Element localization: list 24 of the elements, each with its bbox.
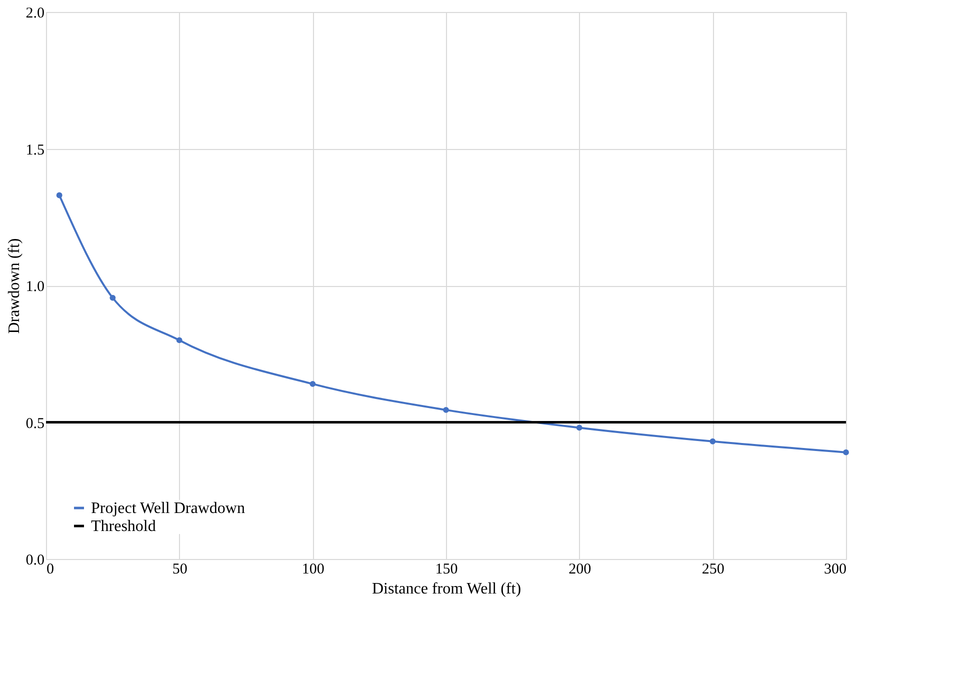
- legend-label: Project Well Drawdown: [91, 500, 245, 517]
- x-tick-label: 150: [435, 562, 458, 578]
- x-tick-label: 0: [46, 562, 54, 578]
- y-tick-label: 1.5: [26, 142, 44, 158]
- point: [310, 381, 316, 387]
- point: [176, 337, 182, 344]
- x-tick-label: 300: [824, 562, 846, 578]
- point: [710, 438, 716, 444]
- x-tick-label: 100: [302, 562, 324, 578]
- y-tick-label: 2.0: [26, 6, 44, 22]
- y-tick-label: 1.0: [26, 279, 44, 295]
- x-tick-label: 50: [172, 562, 188, 578]
- point: [56, 192, 62, 198]
- x-axis-title: Distance from Well (ft): [372, 580, 522, 598]
- point: [110, 294, 116, 301]
- x-tick-label: 200: [568, 562, 592, 578]
- y-tick-label: 0.5: [26, 416, 44, 432]
- y-tick-label: 0.0: [26, 552, 44, 568]
- x-tick-label: 250: [702, 562, 724, 578]
- legend-label: Threshold: [91, 518, 156, 535]
- point: [576, 424, 582, 431]
- point: [843, 449, 849, 456]
- point: [443, 406, 449, 413]
- y-axis-title: Drawdown (ft): [6, 238, 23, 334]
